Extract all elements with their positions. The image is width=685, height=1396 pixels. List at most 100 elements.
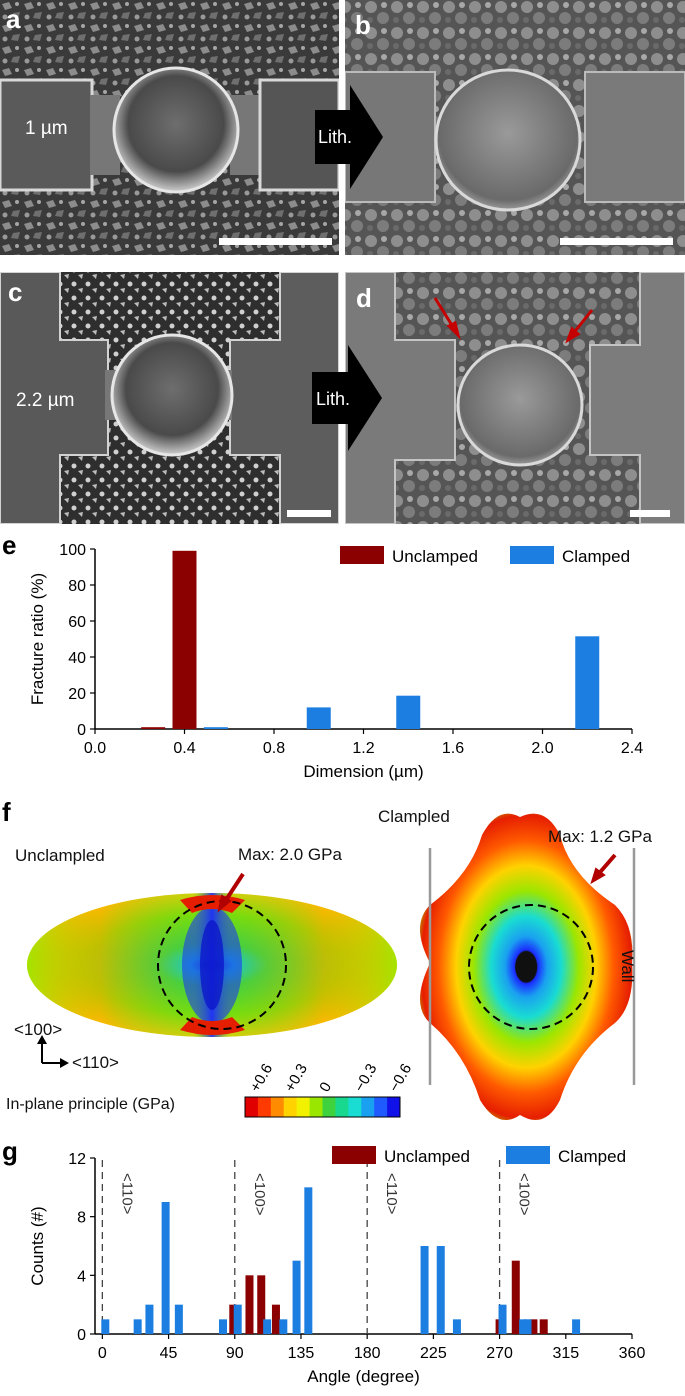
x-tick-label: 180: [354, 1345, 381, 1362]
x-axis-title: Angle (degree): [307, 1367, 419, 1386]
x-tick-label: 2.4: [621, 740, 643, 757]
colorbar-segment: [335, 1097, 349, 1117]
bar-unclamped: [245, 1275, 254, 1334]
colorbar-segment: [296, 1097, 310, 1117]
reference-direction-label: <110>: [383, 1173, 400, 1215]
x-tick-label: 0.4: [173, 740, 195, 757]
stress-colorbar: +0.6 +0.3 0 −0.3 −0.6: [244, 1061, 416, 1118]
y-tick-label: 0: [77, 1327, 86, 1344]
x-tick-label: 2.0: [531, 740, 553, 757]
colorbar-segment: [283, 1097, 297, 1117]
x-tick-label: 270: [486, 1345, 513, 1362]
bar-clamped: [519, 1319, 528, 1334]
bar-clamped: [523, 1319, 532, 1334]
panel-label-f: f: [2, 797, 11, 827]
bar-clamped: [436, 1246, 445, 1334]
reference-direction-label: <110>: [118, 1173, 135, 1215]
crystal-direction-axes: [37, 1035, 69, 1068]
reference-direction-label: <100>: [516, 1173, 533, 1216]
y-tick-label: 8: [77, 1210, 86, 1227]
bar-clamped: [263, 1319, 272, 1334]
bar-clamped: [575, 636, 600, 729]
bar-clamped: [396, 695, 421, 729]
x-tick-label: 0.0: [84, 740, 106, 757]
legend-label-unclamped: Unclamped: [384, 1147, 470, 1166]
colorbar-tick-label: +0.3: [281, 1061, 311, 1095]
lith-label-bottom: Lith.: [316, 389, 351, 409]
legend-label-unclamped: Unclamped: [392, 547, 478, 566]
x-tick-label: 45: [160, 1345, 178, 1362]
lith-arrow-top: [315, 85, 383, 189]
bar-clamped: [101, 1319, 110, 1334]
legend-label-clamped: Clamped: [558, 1147, 626, 1166]
x-tick-label: 135: [288, 1345, 315, 1362]
lith-label-top: Lith.: [318, 127, 353, 147]
fracture-ratio-chart: 0.0 0.4 0.8 1.2 1.6 2.0 2.4 0 20 40 60 80 100 Dimensi…: [28, 542, 643, 781]
y-axis-title: Fracture ratio (%): [28, 573, 47, 705]
colorbar-tick-label: 0: [316, 1079, 335, 1095]
bar-clamped: [304, 1187, 313, 1334]
clamped-title: Clampled: [378, 807, 450, 826]
bar-unclamped: [141, 727, 166, 729]
panel-label-c: c: [8, 277, 23, 307]
colorbar-title: In-plane principle (GPa): [6, 1096, 175, 1113]
sem-panels: [0, 0, 685, 530]
legend-swatch-clamped: [510, 546, 554, 564]
bar-clamped: [218, 1319, 227, 1334]
bar-clamped: [292, 1260, 301, 1334]
x-tick-label: 1.2: [352, 740, 374, 757]
bar-unclamped: [229, 1304, 238, 1334]
angle-counts-chart: 0 45 90 135 180 225 270 315 360 0 4 8 12 Angle (degre…: [28, 1146, 646, 1386]
bar-clamped: [161, 1202, 170, 1334]
bar-clamped: [145, 1304, 154, 1334]
clamped-stress-map: [420, 813, 636, 1120]
bar-clamped: [420, 1246, 429, 1334]
colorbar-segment: [245, 1097, 259, 1117]
wall-label: Wall: [618, 950, 637, 983]
bar-clamped: [203, 727, 228, 729]
x-tick-label: 360: [619, 1345, 646, 1362]
colorbar-segment: [361, 1097, 375, 1117]
direction-100-label: <100>: [14, 1020, 63, 1039]
colorbar-segment: [348, 1097, 362, 1117]
legend-swatch-unclamped: [340, 546, 384, 564]
colorbar-frame: [244, 1096, 401, 1118]
panel-c-sem-image: [0, 271, 340, 525]
y-axis-title: Counts (#): [28, 1206, 47, 1285]
unclamped-stress-map: [27, 872, 397, 1037]
reference-direction-label: <100>: [251, 1173, 268, 1216]
x-axis-title: Dimension (µm): [303, 762, 423, 781]
panel-d-sem-image: [344, 271, 685, 525]
dimension-label-1um: 1 µm: [25, 118, 68, 139]
stress-maps: +0.6 +0.3 0 −0.3 −0.6: [27, 813, 636, 1120]
x-tick-label: 315: [552, 1345, 579, 1362]
panel-a-sem-image: [0, 0, 341, 255]
panel-label-a: a: [6, 4, 21, 34]
bar-clamped: [133, 1319, 142, 1334]
colorbar-tick-label: −0.6: [386, 1061, 416, 1095]
y-tick-label: 80: [68, 578, 86, 595]
colorbar-segment: [387, 1097, 401, 1117]
colorbar-segment: [322, 1097, 336, 1117]
bar-clamped: [174, 1304, 183, 1334]
bar-clamped: [452, 1319, 461, 1334]
panel-label-d: d: [356, 283, 372, 313]
colorbar-tick-label: +0.6: [247, 1061, 277, 1095]
panel-label-b: b: [355, 10, 371, 40]
x-tick-label: 90: [226, 1345, 244, 1362]
x-tick-label: 0: [98, 1345, 107, 1362]
colorbar-segment: [374, 1097, 388, 1117]
clamped-max-label: Max: 1.2 GPa: [548, 827, 652, 846]
bar-clamped: [306, 707, 331, 729]
colorbar-segment: [257, 1097, 272, 1117]
y-tick-label: 0: [77, 722, 86, 739]
legend-swatch-unclamped: [332, 1146, 376, 1164]
x-tick-label: 225: [420, 1345, 447, 1362]
colorbar-tick-label: −0.3: [351, 1061, 381, 1095]
bar-clamped: [498, 1304, 507, 1334]
x-tick-label: 1.6: [442, 740, 464, 757]
legend-label-clamped: Clamped: [562, 547, 630, 566]
unclamped-title: Unclampled: [15, 846, 105, 865]
y-tick-label: 20: [68, 686, 86, 703]
panel-label-e: e: [2, 530, 17, 560]
